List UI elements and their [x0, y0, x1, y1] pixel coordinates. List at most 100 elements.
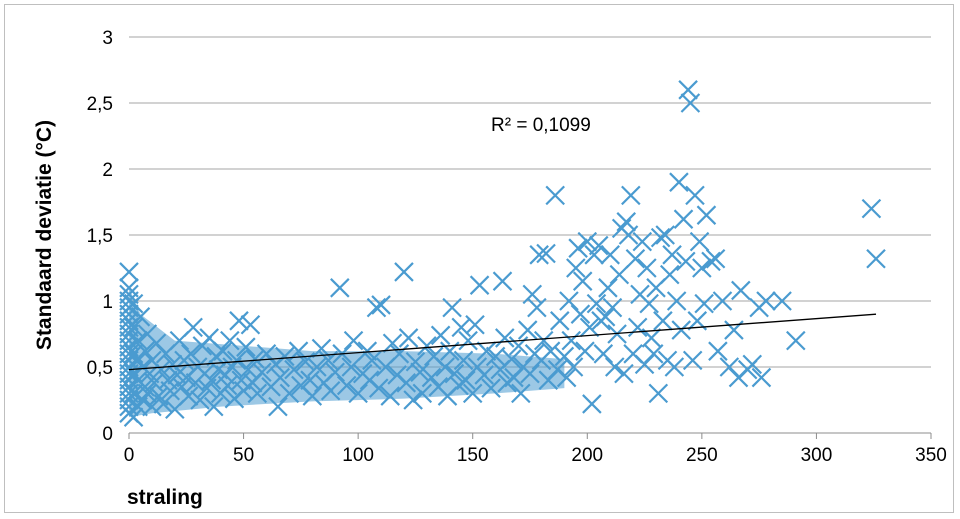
data-point — [561, 330, 582, 351]
data-point — [325, 362, 346, 383]
y-axis-title: Standaard deviatie (°C) — [33, 120, 56, 350]
data-point — [371, 295, 391, 315]
data-point — [655, 225, 675, 245]
data-point — [616, 212, 637, 232]
x-tick-label: 50 — [233, 445, 254, 466]
data-point — [270, 367, 291, 388]
y-tick-label: 2 — [102, 160, 113, 181]
data-point — [481, 378, 501, 398]
data-point — [533, 330, 554, 351]
data-point — [183, 317, 203, 338]
data-point — [247, 383, 268, 404]
trendline — [128, 313, 877, 371]
data-point — [190, 390, 210, 410]
data-point — [320, 380, 341, 401]
data-point — [123, 383, 144, 404]
data-point — [160, 380, 181, 401]
data-point — [302, 386, 323, 406]
data-point — [579, 317, 600, 338]
scatter-chart: 0 0,5 1 1,5 2 2,5 3 0 50 100 150 200 250 300 350 R² =… — [33, 28, 947, 509]
data-point — [584, 245, 604, 265]
data-point — [598, 278, 618, 298]
data-point — [664, 357, 685, 377]
data-point — [398, 328, 419, 348]
data-point — [119, 278, 139, 298]
data-point — [682, 350, 703, 371]
x-axis-title: straling — [127, 486, 203, 509]
data-point — [128, 330, 148, 351]
data-point — [421, 367, 442, 388]
data-point — [520, 363, 540, 384]
data-point — [676, 251, 696, 272]
data-point — [213, 341, 233, 361]
data-point — [639, 293, 659, 314]
data-point — [593, 344, 614, 364]
data-point — [119, 284, 139, 305]
data-point — [595, 307, 616, 327]
data-point — [275, 346, 295, 367]
data-point — [861, 198, 882, 219]
y-tick-label: 1,5 — [87, 226, 113, 247]
data-point — [602, 297, 623, 318]
data-point — [621, 185, 641, 206]
x-tick-label: 100 — [342, 445, 374, 466]
data-point — [123, 293, 144, 314]
data-point — [653, 311, 673, 331]
data-point — [217, 375, 238, 396]
data-point — [556, 367, 577, 388]
data-point — [522, 284, 543, 305]
data-point — [456, 370, 476, 390]
y-tick-label: 1 — [102, 292, 113, 313]
data-point — [268, 396, 288, 417]
data-point — [586, 293, 607, 314]
data-point — [609, 264, 630, 285]
data-point — [366, 297, 387, 318]
data-point — [201, 370, 222, 390]
data-point — [501, 349, 522, 369]
data-point — [240, 314, 261, 335]
data-point — [279, 383, 300, 404]
data-point — [866, 248, 886, 269]
data-point — [343, 330, 364, 351]
data-point — [650, 227, 671, 248]
data-points — [119, 80, 886, 427]
data-point — [527, 297, 547, 318]
data-point — [403, 390, 423, 410]
data-point — [627, 317, 648, 338]
data-point — [588, 235, 609, 256]
data-point — [669, 172, 689, 192]
data-point — [396, 373, 417, 393]
data-point — [458, 330, 478, 351]
data-point — [643, 344, 664, 364]
data-point — [536, 243, 556, 264]
data-point — [568, 238, 588, 258]
x-tick-label: 0 — [124, 445, 135, 466]
data-point — [662, 245, 682, 265]
data-point — [712, 291, 733, 311]
data-point — [492, 271, 513, 291]
r-squared-annotation: R² = 0,1099 — [491, 115, 591, 136]
data-point — [330, 278, 350, 298]
data-point — [220, 330, 240, 351]
y-axis-ticks: 0 0,5 1 1,5 2 2,5 3 — [87, 28, 113, 445]
data-point — [694, 293, 714, 314]
data-point — [570, 304, 591, 324]
data-point — [405, 351, 426, 372]
data-point — [474, 365, 494, 385]
data-point — [605, 357, 625, 377]
data-point — [476, 341, 497, 361]
data-point — [582, 394, 602, 414]
data-point — [137, 383, 158, 404]
data-point — [673, 209, 694, 229]
data-point — [142, 396, 162, 417]
data-point — [394, 262, 414, 282]
data-point — [659, 264, 680, 285]
data-point — [442, 297, 462, 318]
data-point — [678, 80, 698, 100]
data-point — [151, 359, 171, 380]
data-point — [618, 225, 639, 245]
data-point — [577, 231, 598, 252]
data-point — [756, 291, 776, 311]
data-point — [435, 357, 455, 377]
data-point — [632, 231, 653, 252]
